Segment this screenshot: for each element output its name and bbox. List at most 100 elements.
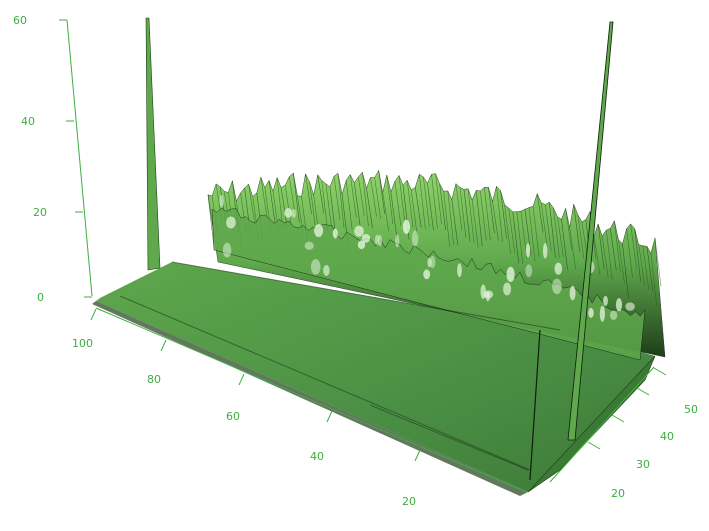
surface-highlight bbox=[304, 241, 314, 250]
x-axis-tick bbox=[90, 308, 97, 321]
ridge-fin bbox=[549, 202, 556, 258]
ridge-fin bbox=[337, 173, 345, 229]
ridge-fin bbox=[333, 176, 341, 221]
ridge-fin bbox=[353, 182, 361, 228]
x-axis-tick bbox=[414, 449, 421, 462]
surface-highlight bbox=[357, 240, 366, 250]
ridge-fin bbox=[284, 185, 292, 227]
ridge-fin bbox=[516, 211, 524, 264]
ridge-fin bbox=[366, 188, 373, 228]
ridge-fin bbox=[496, 186, 503, 242]
surface-highlight bbox=[525, 264, 533, 278]
ridge-fin bbox=[500, 190, 507, 239]
spike-far-shadow bbox=[529, 329, 541, 481]
ridge-fin bbox=[492, 201, 499, 241]
y-tick-label: 50 bbox=[684, 403, 698, 416]
ridge-fin bbox=[268, 180, 276, 223]
ridge-fin bbox=[544, 204, 552, 252]
ridge-fin bbox=[569, 227, 576, 270]
ridge-fin bbox=[345, 180, 353, 230]
ridge-fin bbox=[288, 176, 296, 215]
ridge-fin bbox=[386, 174, 394, 224]
ridge-fin bbox=[414, 187, 422, 228]
surface-highlight bbox=[599, 305, 605, 322]
x-axis-tick bbox=[160, 339, 167, 352]
ridge-fin bbox=[374, 177, 381, 219]
ridge-fin bbox=[419, 174, 426, 229]
ridge-fin bbox=[650, 253, 658, 308]
surface-highlight bbox=[374, 234, 380, 246]
ridge-fin bbox=[325, 183, 333, 230]
z-axis-line bbox=[66, 19, 93, 297]
ridge-fin bbox=[479, 190, 487, 241]
y-axis-tick bbox=[653, 367, 667, 376]
surface-highlight bbox=[525, 243, 531, 258]
surface-highlight bbox=[625, 302, 635, 311]
ridge-fin bbox=[378, 170, 385, 215]
y-tick-label: 20 bbox=[611, 487, 625, 500]
ridge-fin bbox=[423, 176, 430, 227]
ridge-fin bbox=[370, 177, 377, 217]
ridge-fin bbox=[577, 214, 585, 259]
ticks-layer: 0 20 40 60 100 80 60 40 20 20 30 40 50 bbox=[13, 14, 698, 508]
ridge-fin bbox=[349, 174, 357, 218]
ridge-fin bbox=[622, 243, 629, 299]
y-axis-tick bbox=[587, 441, 601, 450]
ridge-fin bbox=[406, 180, 414, 228]
ridge-fin bbox=[610, 228, 617, 271]
y-tick-label: 40 bbox=[660, 430, 674, 443]
surface-highlight bbox=[427, 257, 432, 268]
surface-highlight bbox=[552, 278, 562, 295]
ridge-fin bbox=[260, 177, 268, 217]
ridge-fin bbox=[305, 173, 312, 214]
surface-highlight bbox=[411, 230, 419, 247]
spike-far bbox=[567, 21, 614, 441]
surface-highlight bbox=[310, 259, 321, 275]
ridge-fin bbox=[439, 183, 446, 230]
surface-highlight bbox=[226, 216, 236, 229]
ridge-fin bbox=[443, 191, 450, 247]
ridge-fin bbox=[626, 228, 633, 278]
surface-highlight bbox=[588, 307, 594, 318]
z-tick-label: 20 bbox=[33, 206, 47, 219]
ridge-fin bbox=[597, 223, 605, 269]
ridge-fin bbox=[614, 220, 621, 273]
surface-highlight bbox=[219, 194, 224, 208]
ridge-fin bbox=[475, 190, 483, 247]
surface-highlight bbox=[609, 310, 618, 321]
surface-highlight bbox=[222, 242, 232, 258]
surface-highlight bbox=[354, 225, 364, 237]
ridge-fin bbox=[317, 174, 325, 213]
y-axis-line bbox=[549, 366, 655, 483]
ridge-fin bbox=[280, 187, 288, 229]
ridge-fin bbox=[512, 211, 520, 264]
ridge-fin bbox=[484, 187, 491, 241]
surface-highlight bbox=[569, 285, 576, 301]
ridge-fin bbox=[398, 175, 406, 224]
ridge-fin bbox=[638, 244, 646, 286]
ridge-fin bbox=[488, 187, 495, 234]
surface-highlight bbox=[483, 290, 494, 299]
x-axis-tick bbox=[238, 373, 245, 386]
ridge-fin bbox=[601, 236, 609, 278]
x-tick-label: 20 bbox=[402, 495, 416, 508]
surface-highlight bbox=[554, 262, 563, 275]
surface-highlight bbox=[314, 224, 324, 238]
ridge-fin bbox=[309, 181, 316, 229]
ridge-fin bbox=[642, 245, 650, 291]
ridge-fin bbox=[553, 207, 560, 258]
ridge-fin bbox=[618, 239, 625, 284]
ridge-fin bbox=[207, 194, 215, 248]
surface-highlight bbox=[457, 263, 462, 278]
surface-highlight bbox=[542, 243, 548, 259]
surface-contour bbox=[369, 404, 529, 471]
ridge-fin bbox=[646, 246, 654, 292]
surface-highlight bbox=[323, 264, 330, 277]
surface-contour bbox=[119, 295, 531, 471]
ridge-fin bbox=[605, 230, 613, 280]
ridge-fin bbox=[557, 216, 564, 258]
surface-layer bbox=[92, 17, 666, 496]
ridge-fin bbox=[459, 187, 467, 238]
y-tick-label: 30 bbox=[636, 458, 650, 471]
surface-right-side bbox=[527, 355, 656, 493]
